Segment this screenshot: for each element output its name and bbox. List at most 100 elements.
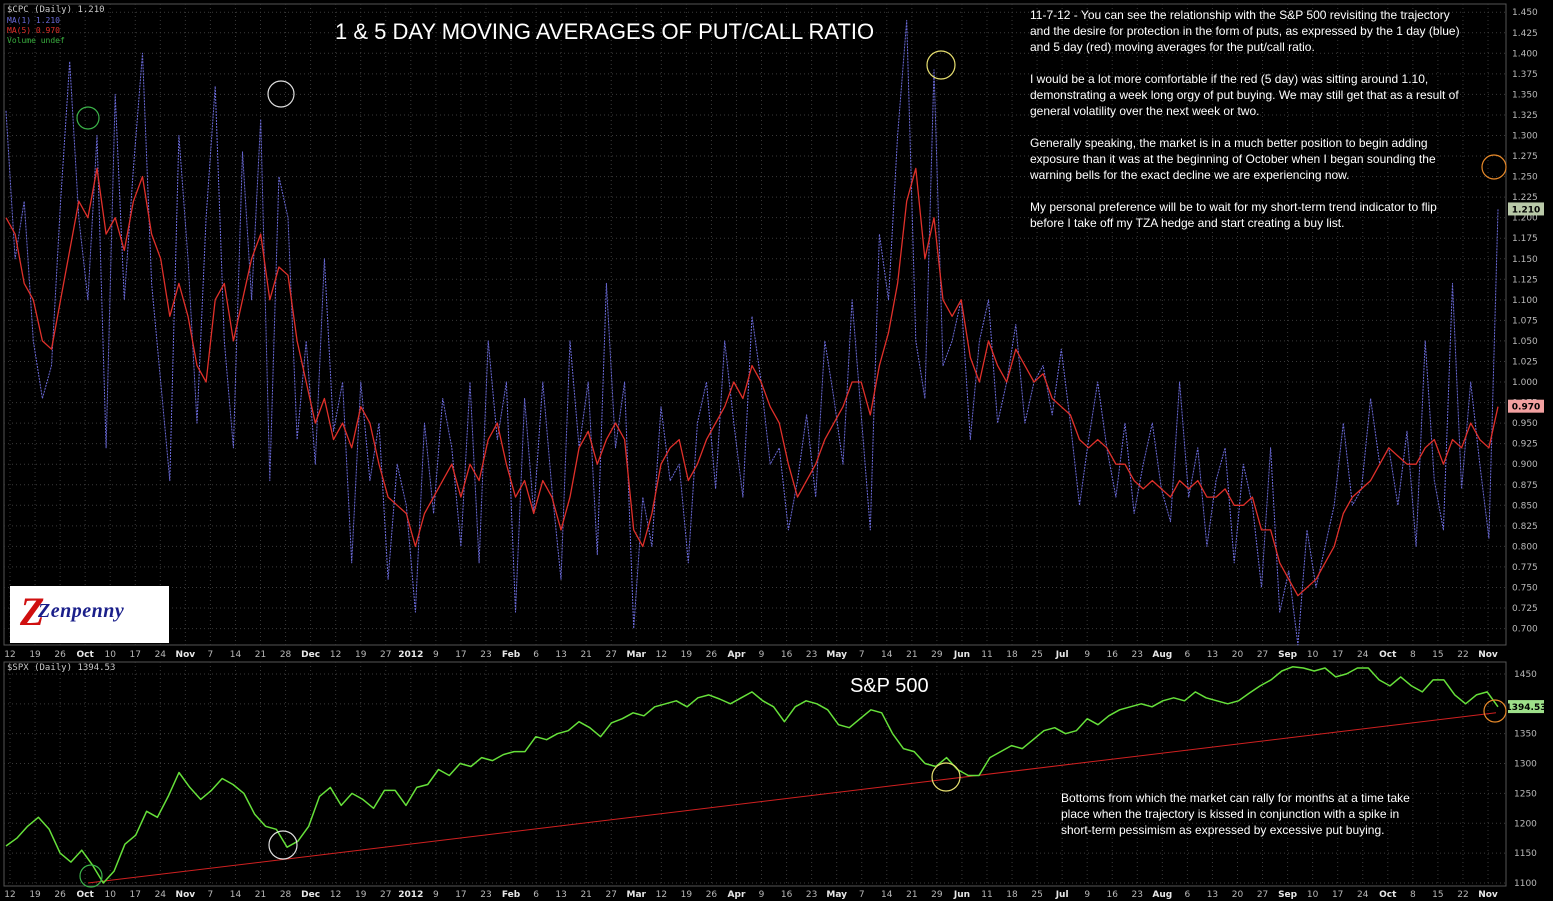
- top-y-tick-label: 1.300: [1512, 131, 1538, 141]
- top-x-tick-label: 8: [1410, 650, 1416, 660]
- bottom-x-tick-label: Oct: [77, 890, 95, 900]
- top-x-tick-label: 6: [533, 650, 539, 660]
- bottom-x-tick-label: Mar: [627, 890, 647, 900]
- bottom-y-tick-label: 1200: [1514, 819, 1537, 829]
- top-x-tick-label: Sep: [1278, 650, 1298, 660]
- top-y-tick-label: 0.925: [1512, 440, 1538, 450]
- legend-volume: Volume undef: [7, 36, 65, 45]
- top-x-tick-label: 24: [155, 650, 167, 660]
- top-x-tick-label: 16: [1107, 650, 1119, 660]
- top-x-tick-label: 6: [1185, 650, 1191, 660]
- white-circle-nov-top: [267, 80, 295, 108]
- top-x-tick-label: Mar: [627, 650, 647, 660]
- bottom-x-tick-label: Feb: [502, 890, 521, 900]
- top-y-tick-label: 0.950: [1512, 419, 1538, 429]
- bottom-x-tick-label: 24: [155, 890, 167, 900]
- bottom-x-tick-label: 21: [906, 890, 917, 900]
- bottom-y-tick-label: 1250: [1514, 789, 1537, 799]
- top-x-tick-label: Aug: [1152, 650, 1172, 660]
- top-x-tick-label: 7: [859, 650, 865, 660]
- top-y-tick-label: 1.200: [1512, 214, 1538, 224]
- top-y-tick-label: 1.275: [1512, 152, 1538, 162]
- commentary-paragraph: I would be a lot more comfortable if the…: [1030, 72, 1459, 118]
- top-x-tick-label: 11: [981, 650, 992, 660]
- bottom-x-tick-label: 22: [1457, 890, 1468, 900]
- top-x-tick-label: 23: [806, 650, 817, 660]
- chart-headline: 1 & 5 DAY MOVING AVERAGES OF PUT/CALL RA…: [335, 19, 875, 44]
- bottom-x-tick-label: May: [826, 890, 847, 900]
- bottom-x-tick-label: 13: [1207, 890, 1218, 900]
- top-x-tick-label: 16: [781, 650, 793, 660]
- top-x-tick-label: Jul: [1055, 650, 1069, 660]
- top-y-tick-label: 1.050: [1512, 337, 1538, 347]
- top-x-tick-label: 21: [580, 650, 591, 660]
- top-x-tick-label: 28: [280, 650, 292, 660]
- top-panel-frame: [3, 3, 1507, 646]
- bottom-panel-frame: [3, 661, 1507, 887]
- ma5-last-label-box: [1508, 399, 1544, 413]
- top-y-tick-label: 1.025: [1512, 357, 1538, 367]
- orange-circle-nov-top: [1481, 154, 1507, 180]
- ma1-series-line: [5, 19, 1499, 646]
- top-x-tick-label: Nov: [176, 650, 196, 660]
- green-circle-oct-bottom: [79, 864, 103, 888]
- bottom-x-tick-label: 9: [433, 890, 439, 900]
- white-circle-nov-bottom: [268, 830, 298, 860]
- bottom-x-tick-label: 6: [533, 890, 539, 900]
- top-x-tick-label: 25: [1031, 650, 1042, 660]
- top-y-tick-label: 1.250: [1512, 173, 1538, 183]
- top-y-tick-label: 1.100: [1512, 296, 1538, 306]
- yellow-circle-jun-top: [926, 50, 956, 80]
- top-x-tick-label: 17: [455, 650, 466, 660]
- top-x-tick-label: 21: [255, 650, 266, 660]
- commentary-paragraph: Generally speaking, the market is in a m…: [1030, 136, 1436, 182]
- top-x-tick-label: 19: [355, 650, 367, 660]
- top-x-tick-label: 14: [881, 650, 893, 660]
- top-x-tick-label: Nov: [1478, 650, 1498, 660]
- commentary-paragraph: 11-7-12 - You can see the relationship w…: [1030, 8, 1460, 54]
- commentary: 11-7-12 - You can see the relationship w…: [1030, 7, 1470, 247]
- top-x-tick-label: Jun: [953, 650, 970, 660]
- bottom-y-tick-label: 1100: [1514, 879, 1537, 889]
- top-y-tick-label: 0.850: [1512, 501, 1538, 511]
- top-x-tick-label: 26: [54, 650, 66, 660]
- top-x-tick-label: 18: [1006, 650, 1018, 660]
- top-y-tick-label: 1.400: [1512, 49, 1538, 59]
- logo-text: Zenpenny: [38, 600, 125, 622]
- top-x-tick-label: 10: [104, 650, 116, 660]
- trajectory-line: [87, 712, 1497, 884]
- spx-panel-label: S&P 500: [850, 675, 929, 697]
- top-x-tick-label: 26: [706, 650, 718, 660]
- bottom-x-tick-label: 13: [555, 890, 566, 900]
- bottom-x-tick-label: 20: [1232, 890, 1244, 900]
- top-x-tick-label: May: [826, 650, 847, 660]
- top-y-tick-label: 1.175: [1512, 234, 1538, 244]
- bottom-chart-title: $SPX (Daily) 1394.53: [7, 663, 115, 673]
- bottom-x-tick-label: Jul: [1055, 890, 1069, 900]
- commentary-paragraph: My personal preference will be to wait f…: [1030, 200, 1437, 230]
- bottom-x-tick-label: 7: [208, 890, 214, 900]
- top-x-tick-label: Oct: [77, 650, 95, 660]
- bottom-x-tick-label: Aug: [1152, 890, 1172, 900]
- ma1-last-label: 1.210: [1512, 205, 1540, 215]
- bottom-x-tick-label: 26: [706, 890, 718, 900]
- bottom-x-tick-label: Jun: [953, 890, 970, 900]
- bottom-x-tick-label: Dec: [301, 890, 320, 900]
- top-y-tick-label: 1.350: [1512, 90, 1538, 100]
- bottom-x-tick-label: 17: [130, 890, 141, 900]
- spx-last-label-box: [1508, 700, 1544, 714]
- bottom-x-tick-label: 8: [1410, 890, 1416, 900]
- bottom-x-tick-label: 19: [29, 890, 41, 900]
- top-x-tick-label: 20: [1232, 650, 1244, 660]
- top-x-tick-label: 7: [208, 650, 214, 660]
- bottom-y-tick-label: 1300: [1514, 760, 1537, 770]
- bottom-x-tick-label: 27: [605, 890, 616, 900]
- bottom-x-tick-label: 23: [480, 890, 491, 900]
- bottom-x-tick-label: 10: [1307, 890, 1319, 900]
- bottom-x-tick-label: 9: [1084, 890, 1090, 900]
- bottom-x-tick-label: 14: [230, 890, 242, 900]
- top-y-tick-label: 0.725: [1512, 604, 1538, 614]
- top-x-tick-label: 19: [681, 650, 693, 660]
- top-x-tick-label: 21: [906, 650, 917, 660]
- bottom-x-tick-label: 12: [4, 890, 15, 900]
